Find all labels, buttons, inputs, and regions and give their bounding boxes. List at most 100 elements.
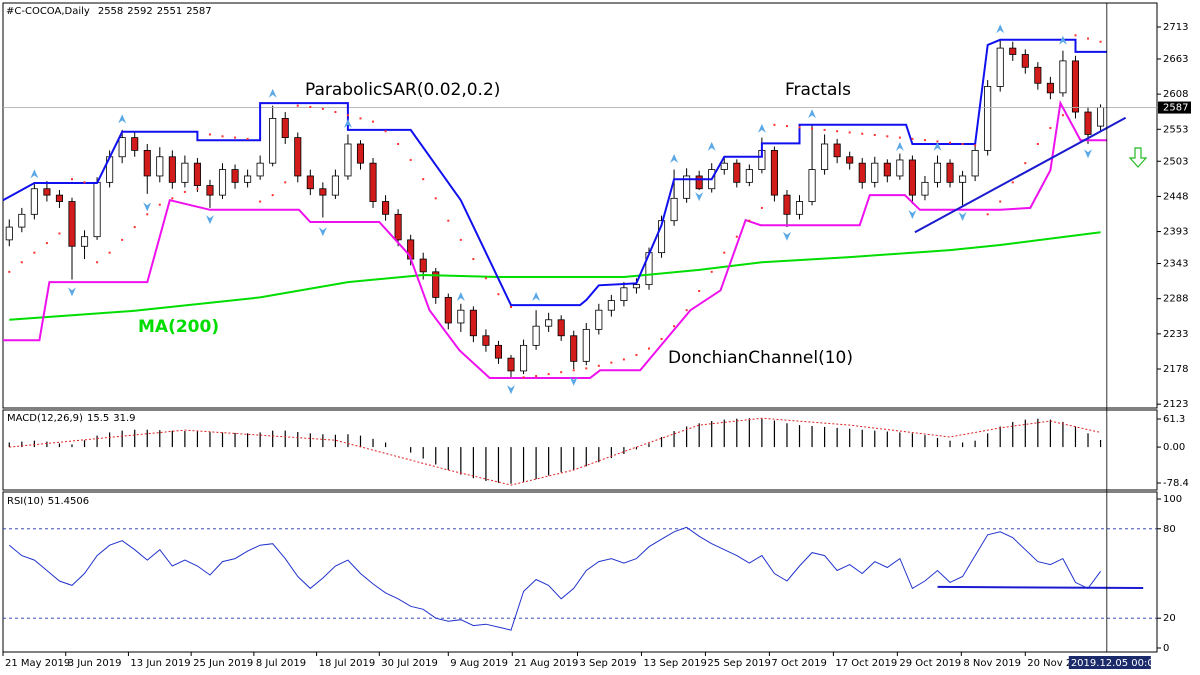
y-tick-label: 2503 (1163, 156, 1188, 167)
candle-body (582, 328, 590, 362)
candle-body (545, 319, 553, 327)
candle-body (206, 185, 214, 196)
fractal-arrow (118, 114, 127, 124)
sar-dot (585, 367, 588, 370)
candle-body (168, 156, 176, 183)
y-tick-label: 0.00 (1163, 442, 1185, 453)
fractal-arrow (507, 385, 516, 395)
x-tick-label: 17 Oct 2019 (835, 658, 897, 669)
candle-body (55, 194, 63, 202)
candle-body (1071, 60, 1080, 113)
sar-dot (660, 337, 663, 340)
symbol-title: #C-COCOA,Daily (6, 6, 90, 17)
x-tick-label: 9 Aug 2019 (450, 658, 508, 669)
fractal-arrow (30, 169, 39, 179)
sar-dot (798, 126, 801, 129)
candle-body (143, 149, 151, 177)
y-tick-label: 2393 (1163, 227, 1188, 238)
fractal-arrow (933, 141, 942, 151)
donchian-annotation: DonchianChannel(10) (668, 348, 853, 368)
fractal-arrow (670, 153, 679, 163)
x-tick-label: 29 Oct 2019 (899, 658, 961, 669)
sar-dot (246, 137, 249, 140)
candle-body (80, 236, 89, 247)
sar-dot (760, 206, 763, 209)
x-tick-label: 21 May 2019 (5, 658, 70, 669)
fractal-arrow (67, 287, 76, 297)
candle-body (607, 300, 615, 311)
y-tick-label: 2608 (1163, 89, 1188, 100)
sar-dot (121, 238, 124, 241)
candle-body (193, 162, 201, 186)
sar-dot (497, 293, 500, 296)
sar-dot (108, 251, 111, 254)
candle-body (356, 143, 365, 164)
sar-dot (271, 194, 274, 197)
candle-body (1084, 111, 1092, 135)
sar-dot (535, 375, 538, 378)
sar-dot (1061, 114, 1064, 117)
macd-value: 15.5 (87, 413, 109, 424)
sar-dot (409, 158, 412, 161)
ma-line (9, 231, 1101, 321)
y-tick-label: -78.4 (1163, 478, 1189, 489)
sar-dot (522, 376, 525, 379)
fractal-arrow (1084, 149, 1093, 159)
candle-body (68, 201, 76, 247)
sar-dot (911, 137, 914, 140)
sar-dot (923, 139, 926, 142)
sar-dot (45, 242, 48, 245)
sar-dot (158, 203, 161, 206)
candle-body (695, 175, 703, 190)
candle-body (971, 149, 979, 177)
x-tick-label: 20 Nov 2 (1027, 658, 1072, 669)
candle-body (1021, 54, 1029, 68)
sar-dot (622, 358, 625, 361)
sar-dot (1024, 162, 1027, 165)
sar-dot (284, 181, 287, 184)
ma-annotation: MA(200) (138, 317, 219, 337)
fractal-arrow (343, 118, 352, 128)
candle-body (5, 226, 13, 241)
channel-upper (2, 38, 1107, 307)
sar-dot (359, 117, 362, 120)
candle-body (984, 86, 992, 151)
sar-dot (735, 235, 738, 238)
fractal-arrow (205, 215, 214, 225)
channel-lower (3, 99, 1107, 379)
fractal-arrow (143, 202, 152, 212)
sar-dot (96, 261, 99, 264)
candle-body (281, 118, 289, 139)
candle-body (1097, 107, 1105, 127)
candle-body (996, 47, 1004, 87)
sar-dot (372, 120, 375, 123)
macd-panel-frame (2, 409, 1158, 491)
sar-dot (1074, 34, 1077, 37)
fractal-arrow (782, 231, 791, 241)
sar-dot (1011, 181, 1014, 184)
x-tick-label: 3 Sep 2019 (579, 658, 636, 669)
fractal-arrow (268, 88, 277, 98)
sar-dot (748, 219, 751, 222)
y-tick-label: 2448 (1163, 191, 1188, 202)
fractals-annotation: Fractals (785, 80, 851, 100)
x-tick-label: 8 Nov 2019 (963, 658, 1021, 669)
sar-dot (811, 127, 814, 130)
sar-dot (1036, 142, 1039, 145)
y-tick-label: 2663 (1163, 54, 1188, 65)
candle-body (218, 169, 227, 196)
sar-dot (8, 270, 11, 273)
candle-body (1009, 47, 1017, 55)
sar-dot (949, 141, 952, 144)
sar-dot (836, 130, 839, 133)
sar-dot (773, 123, 776, 126)
candle-body (256, 162, 264, 177)
price-panel-frame (2, 2, 1158, 409)
signal-line (9, 417, 1101, 486)
macd-title: MACD(12,26,9) (7, 413, 83, 424)
sar-dot (961, 142, 964, 145)
sar-dot (723, 251, 726, 254)
x-tick-label: 25 Jun 2019 (193, 658, 253, 669)
candle-body (118, 137, 126, 158)
